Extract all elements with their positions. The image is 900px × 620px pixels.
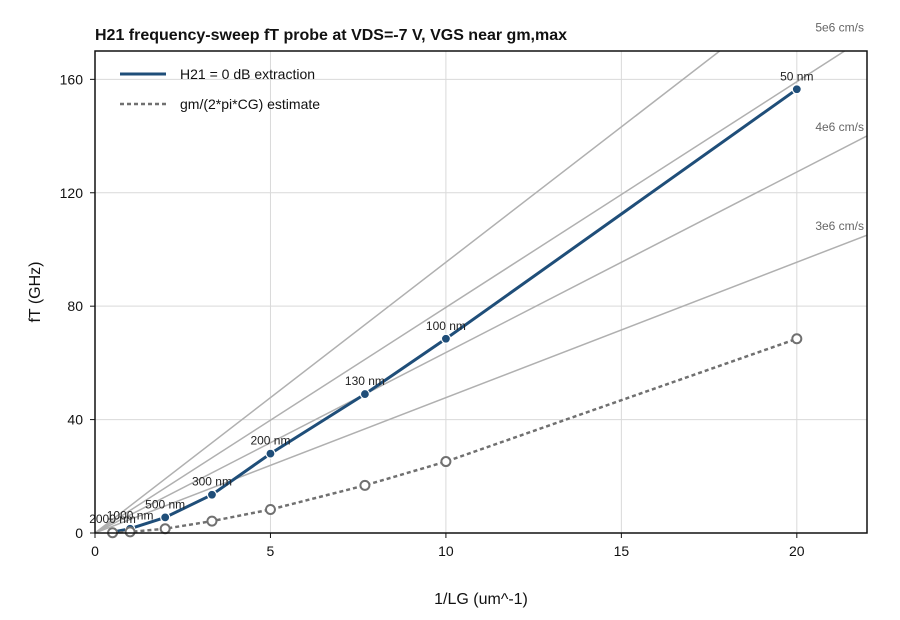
chart-title: H21 frequency-sweep fT probe at VDS=-7 V… <box>95 27 567 44</box>
data-point <box>359 479 371 491</box>
reference-line-label: 3e6 cm/s <box>815 219 864 233</box>
point-label: 100 nm <box>426 319 466 333</box>
data-point <box>124 526 136 538</box>
data-point <box>206 515 218 527</box>
point-label: 500 nm <box>145 497 185 511</box>
x-tick-label: 10 <box>438 543 454 559</box>
point-label: 2000 nm <box>89 512 136 526</box>
series-layer <box>107 84 803 539</box>
series-line-0 <box>112 88 798 534</box>
x-axis-label: 1/LG (um^-1) <box>434 591 528 608</box>
data-point <box>160 512 171 523</box>
y-tick-label: 120 <box>60 185 84 201</box>
point-label: 300 nm <box>192 475 232 489</box>
y-axis-label: fT (GHz) <box>27 261 44 322</box>
data-point <box>264 503 276 515</box>
y-tick-label: 160 <box>60 71 84 87</box>
data-point <box>265 448 276 459</box>
data-point <box>791 333 803 345</box>
y-tick-label: 80 <box>67 298 83 314</box>
grid <box>95 51 867 533</box>
point-label: 200 nm <box>250 434 290 448</box>
x-tick-label: 5 <box>267 543 275 559</box>
reference-line <box>95 234 867 533</box>
axis-ticks: 0 5 10 15 20 0 40 80 120 160 <box>60 71 805 559</box>
reference-line <box>95 51 847 533</box>
y-tick-label: 0 <box>75 525 83 541</box>
reference-line-label: 5e6 cm/s <box>815 21 864 35</box>
point-label: 50 nm <box>780 69 813 83</box>
reference-line <box>95 51 721 533</box>
reference-lines <box>95 51 867 533</box>
legend-label-estimate: gm/(2*pi*CG) estimate <box>180 96 320 112</box>
data-point <box>440 333 452 344</box>
plot-frame <box>94 50 868 534</box>
legend: H21 = 0 dB extraction gm/(2*pi*CG) estim… <box>120 66 320 112</box>
reference-line <box>95 135 867 533</box>
data-point <box>791 84 802 95</box>
point-label: 130 nm <box>345 374 385 388</box>
series-line-1 <box>112 337 798 534</box>
data-point <box>440 456 452 468</box>
reference-line-label: 4e6 cm/s <box>815 120 864 134</box>
x-tick-label: 0 <box>91 543 99 559</box>
reference-labels: 3e6 cm/s 4e6 cm/s 5e6 cm/s <box>815 21 864 234</box>
data-point <box>359 388 371 400</box>
y-tick-label: 40 <box>67 412 83 428</box>
x-tick-label: 15 <box>614 543 630 559</box>
point-label: 1000 nm <box>107 509 154 523</box>
data-point <box>206 489 218 500</box>
x-tick-label: 20 <box>789 543 805 559</box>
data-point <box>159 523 171 535</box>
legend-label-extraction: H21 = 0 dB extraction <box>180 66 315 82</box>
